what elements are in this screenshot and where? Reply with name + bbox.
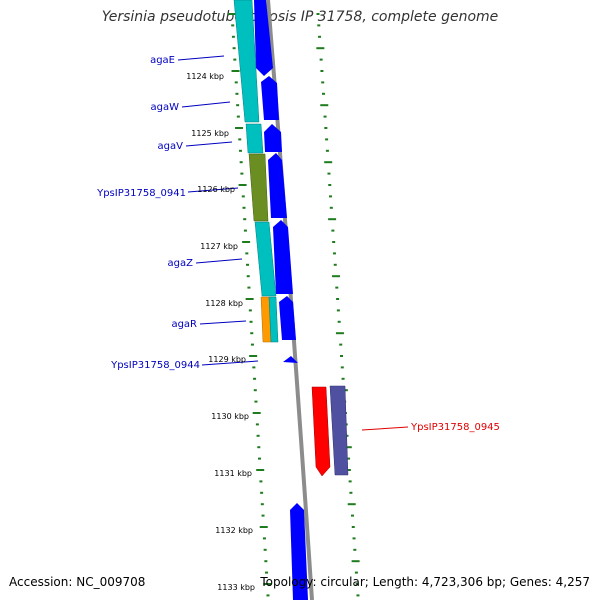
tick-label: 1127 kbp: [200, 242, 238, 251]
left-gene-track: [233, 0, 279, 343]
callout-agaZ: [195, 258, 243, 264]
gene-label-agaE[interactable]: agaE: [150, 55, 175, 66]
cds-blue-3: [264, 124, 282, 152]
gene-label-0941[interactable]: YpsIP31758_0941: [96, 188, 186, 199]
tick-label: 1131 kbp: [214, 469, 252, 478]
accession-text: Accession: NC_009708: [9, 575, 146, 589]
gene-olive: [248, 153, 269, 222]
tick-label: 1125 kbp: [191, 129, 229, 138]
tick-label: 1128 kbp: [205, 299, 243, 308]
reverse-gene-track: [311, 385, 349, 477]
tick-label: 1129 kbp: [208, 355, 246, 364]
forward-cds-track: [254, 0, 308, 600]
gene-labels: agaE agaW agaV YpsIP31758_0941 agaZ agaR…: [96, 55, 500, 433]
tick-label: 1130 kbp: [211, 412, 249, 421]
gene-cyan-3: [254, 221, 277, 297]
gene-slate: [329, 385, 349, 476]
coordinate-labels: 1124 kbp 1125 kbp 1126 kbp 1127 kbp 1128…: [186, 72, 255, 592]
callout-agaW: [181, 101, 231, 108]
cds-blue-5: [273, 220, 293, 294]
callout-lines: [177, 55, 409, 431]
gene-label-agaV[interactable]: agaV: [158, 141, 184, 152]
cds-blue-2: [261, 76, 279, 120]
tick-label: 1124 kbp: [186, 72, 224, 81]
callout-0941: [187, 187, 239, 193]
map-title: Yersinia pseudotuberculosis IP 31758, co…: [101, 9, 499, 25]
gene-cyan-1: [233, 0, 260, 123]
tick-label: 1132 kbp: [215, 526, 253, 535]
cds-blue-4: [268, 153, 287, 218]
gene-cyan-2: [245, 123, 264, 154]
cds-blue-8: [290, 503, 308, 600]
callout-agaE: [177, 55, 225, 61]
callout-0945: [361, 426, 409, 431]
inner-ticks: [228, 13, 272, 597]
gene-red: [311, 386, 331, 477]
cds-blue-7: [283, 356, 298, 363]
gene-label-0944[interactable]: YpsIP31758_0944: [110, 360, 200, 371]
tick-label: 1133 kbp: [217, 583, 255, 592]
topology-text: Topology: circular; Length: 4,723,306 bp…: [260, 575, 590, 589]
tick-label: 1126 kbp: [197, 185, 235, 194]
callout-agaV: [185, 141, 233, 147]
gene-label-agaR[interactable]: agaR: [171, 319, 197, 330]
cds-blue-6: [279, 296, 296, 340]
callout-agaR: [199, 320, 247, 325]
gene-label-agaZ[interactable]: agaZ: [168, 258, 194, 269]
outer-ticks: [316, 13, 360, 597]
gene-label-agaW[interactable]: agaW: [151, 102, 180, 113]
callout-0944: [201, 360, 259, 366]
cds-blue-1: [254, 0, 273, 76]
gene-label-0945[interactable]: YpsIP31758_0945: [410, 422, 500, 433]
gene-cyan-4: [268, 296, 279, 343]
